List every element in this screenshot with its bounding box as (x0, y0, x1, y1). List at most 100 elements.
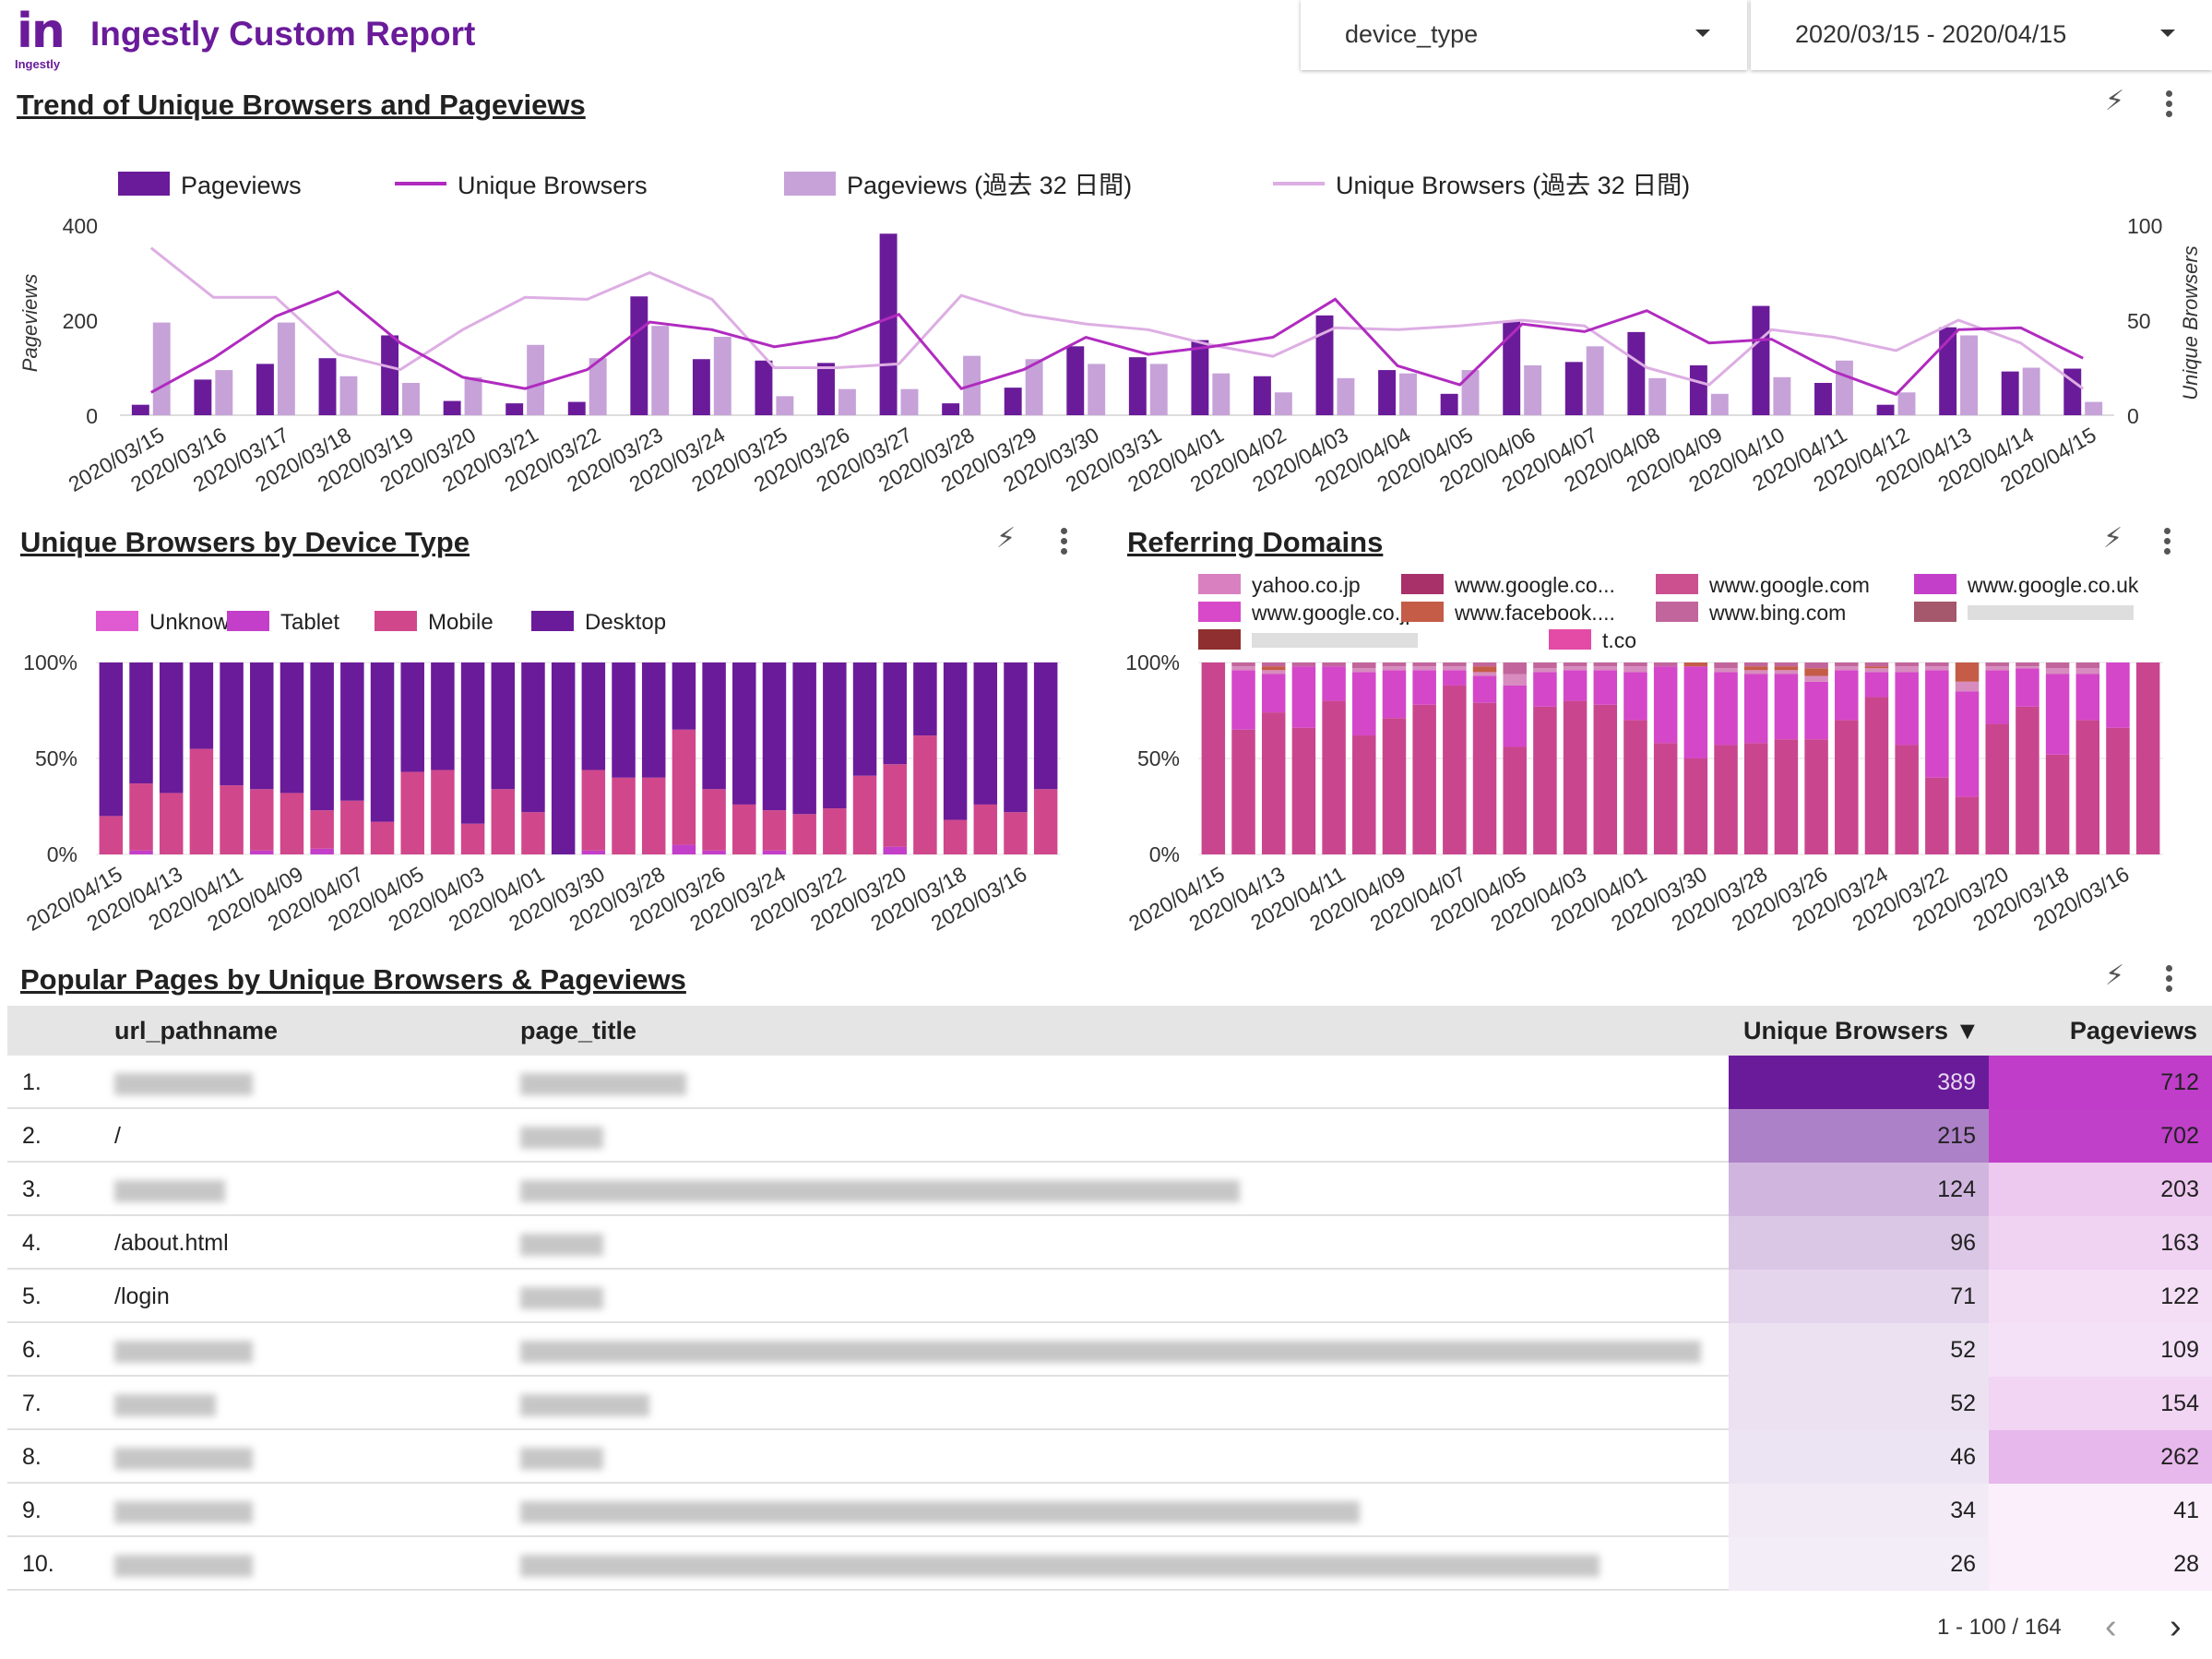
bolt-icon[interactable]: ⚡ (2105, 86, 2125, 116)
device-type-filter[interactable]: device_type (1301, 0, 1747, 70)
table-row[interactable]: 1. 389 712 (7, 1056, 2212, 1109)
table-row[interactable]: 9. 34 41 (7, 1484, 2212, 1537)
device-bar-segment (1004, 662, 1028, 813)
device-bar-segment (551, 662, 576, 854)
table-row[interactable]: 5. /login 71 122 (7, 1270, 2212, 1323)
domain-bar-segment (2016, 706, 2040, 854)
prev-pageviews-bar (1461, 370, 1480, 415)
pagination-label: 1 - 100 / 164 (1937, 1615, 2062, 1640)
domain-bar-segment (1352, 668, 1376, 673)
domain-bar-segment (2045, 754, 2070, 854)
pageviews-bar (1627, 331, 1646, 415)
domain-bar-segment (1231, 670, 1255, 730)
column-header-unique-browsers[interactable]: Unique Browsers ▼ (1743, 1017, 1980, 1044)
device-bar-segment (189, 748, 214, 854)
table-row[interactable]: 4. /about.html 96 163 (7, 1216, 2212, 1270)
legend-swatch (118, 172, 170, 196)
y-tick-label: 400 (63, 214, 98, 238)
pageviews-bar (1689, 364, 1707, 415)
domain-bar-segment (1683, 666, 1708, 758)
redacted-page-title (520, 1127, 603, 1149)
unique-browsers-cell: 215 (1729, 1109, 1989, 1163)
domain-bar-segment (1352, 735, 1376, 854)
more-vert-icon[interactable] (1061, 528, 1068, 558)
prev-pageviews-bar (776, 396, 794, 415)
table-row[interactable]: 2. / 215 702 (7, 1109, 2212, 1163)
pageviews-bar (1752, 305, 1770, 415)
unique-browsers-cell: 96 (1729, 1216, 1989, 1270)
row-number: 4. (22, 1230, 42, 1256)
domain-bar-segment (1593, 666, 1618, 671)
pageviews-bar (1378, 370, 1397, 415)
domains-panel-title: Referring Domains (1127, 526, 1384, 558)
domain-bar-segment (1623, 666, 1647, 673)
domain-bar-segment (1743, 743, 1768, 854)
more-vert-icon[interactable] (2164, 528, 2171, 558)
pageviews-bar (505, 403, 524, 415)
prev-pageviews-bar (1710, 393, 1729, 415)
bolt-icon[interactable]: ⚡ (996, 523, 1017, 554)
table-row[interactable]: 7. 52 154 (7, 1377, 2212, 1430)
domain-bar-segment (1472, 675, 1497, 703)
more-vert-icon[interactable] (2166, 965, 2173, 996)
device-bar-segment (129, 850, 153, 854)
device-type-chart: Unknown Tablet Mobile Desktop0%50%100%2020/… (22, 610, 1061, 936)
domain-bar-segment (1261, 712, 1286, 854)
pageviews-cell: 109 (1989, 1323, 2212, 1377)
url-pathname-cell: /login (114, 1283, 170, 1309)
chevron-left-icon[interactable]: ‹ (2105, 1607, 2117, 1646)
unique-browsers-cell: 46 (1729, 1430, 1989, 1484)
unique-browsers-value: 215 (1937, 1123, 1976, 1149)
device-bar-segment (460, 662, 485, 824)
device-bar-segment (250, 662, 274, 790)
device-bar-segment (612, 777, 636, 854)
pageviews-value: 41 (2173, 1498, 2199, 1523)
prev-pageviews-bar (589, 358, 607, 415)
row-number: 10. (22, 1551, 54, 1577)
prev-pageviews-bar (527, 344, 545, 415)
domain-bar-segment (2016, 662, 2040, 667)
pageviews-cell: 154 (1989, 1377, 2212, 1430)
domain-bar-segment (1322, 666, 1346, 701)
y-tick-label: 0% (47, 842, 77, 866)
table-row[interactable]: 10. 26 28 (7, 1537, 2212, 1591)
device-bar-segment (99, 662, 124, 817)
unique-browsers-cell: 389 (1729, 1056, 1989, 1109)
domain-bar-segment (1955, 681, 1980, 692)
device-bar-segment (491, 662, 516, 790)
pageviews-bar (817, 363, 835, 415)
unique-browsers-value: 34 (1950, 1498, 1976, 1523)
table-row[interactable]: 8. 46 262 (7, 1430, 2212, 1484)
table-row[interactable]: 3. 124 203 (7, 1163, 2212, 1216)
domain-bar-segment (1774, 670, 1799, 674)
pageviews-bar (879, 233, 898, 415)
domain-bar-segment (1925, 777, 1949, 854)
column-header-page-title[interactable]: page_title (520, 1017, 637, 1044)
bolt-icon[interactable]: ⚡ (2105, 961, 2125, 991)
domain-bar-segment (1533, 672, 1557, 707)
legend-redacted-label (1968, 605, 2134, 620)
chevron-right-icon[interactable]: › (2170, 1607, 2182, 1646)
domain-bar-segment (1533, 706, 1557, 854)
pageviews-cell: 262 (1989, 1430, 2212, 1484)
domain-bar-segment (1835, 670, 1859, 721)
legend-label: www.facebook.... (1454, 601, 1615, 625)
table-row[interactable]: 6. 52 109 (7, 1323, 2212, 1377)
prev-pageviews-bar (1897, 392, 1916, 415)
domain-bar-segment (2075, 662, 2100, 669)
domain-bar-segment (1472, 662, 1497, 667)
domain-bar-segment (2016, 668, 2040, 707)
bolt-icon[interactable]: ⚡ (2103, 523, 2123, 554)
column-header-url-pathname[interactable]: url_pathname (114, 1017, 279, 1044)
device-bar-segment (521, 662, 545, 813)
legend-swatch (1198, 602, 1241, 622)
more-vert-icon[interactable] (2166, 90, 2173, 121)
legend-swatch (96, 611, 138, 631)
date-range-picker[interactable]: 2020/03/15 - 2020/04/15 (1751, 0, 2212, 70)
column-header-pageviews[interactable]: Pageviews (2069, 1017, 2197, 1044)
device-bar-segment (702, 850, 726, 854)
url-pathname-cell: / (114, 1123, 121, 1149)
prev-pageviews-bar (1773, 376, 1791, 415)
device-type-filter-label: device_type (1345, 20, 1479, 48)
domain-bar-segment (1955, 796, 1980, 854)
